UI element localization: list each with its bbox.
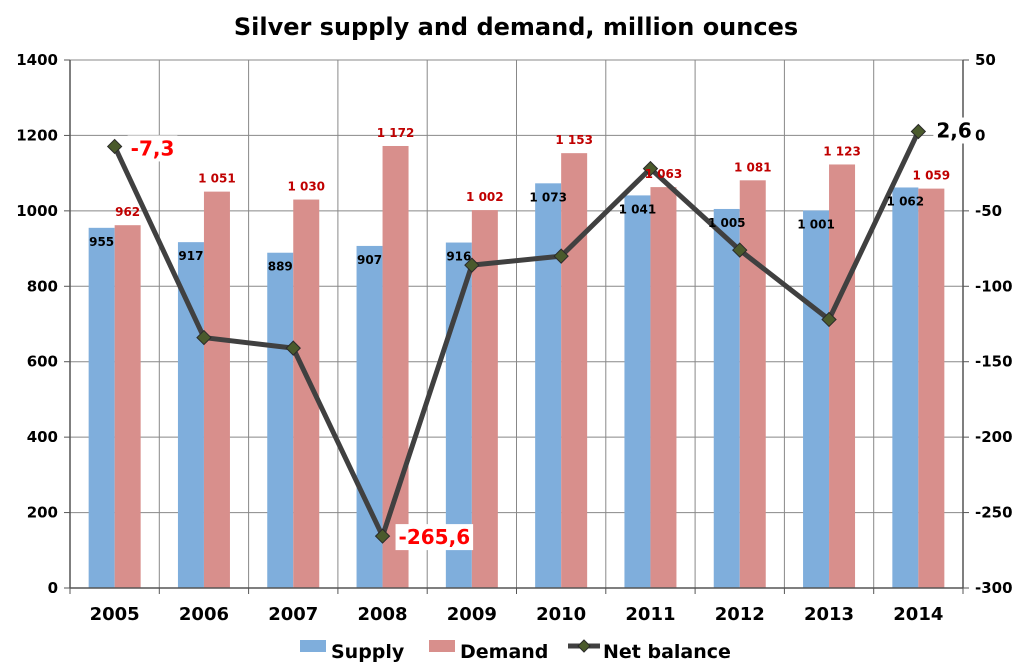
data-labels: 955 962 917 1 051 889 1 030 907 1 172 916 1 002 1 … [89, 117, 975, 551]
supply-value-label: 955 [89, 235, 114, 249]
legend-swatch-net-marker [577, 639, 591, 653]
supply-value-label: 1 005 [708, 216, 746, 230]
demand-value-label: 962 [115, 205, 140, 219]
supply-value-label: 1 041 [619, 202, 657, 216]
supply-bar [803, 210, 830, 589]
net-balance-marker [642, 160, 659, 177]
demand-value-label: 1 153 [555, 133, 593, 147]
supply-value-label: 917 [178, 249, 203, 263]
x-tick-label: 2005 [90, 604, 140, 625]
x-tick-label: 2006 [179, 604, 229, 625]
y-left-tick-label: 1400 [16, 51, 58, 69]
net-balance-marker [553, 248, 569, 264]
x-tick-label: 2012 [715, 604, 765, 625]
net-balance-marker [374, 528, 391, 544]
y-left-tick-label: 1000 [16, 202, 58, 220]
net-balance-value-label: -265,6 [399, 525, 471, 549]
chart-title: Silver supply and demand, million ounces [234, 13, 798, 41]
y-right-tick-label: -300 [975, 579, 1013, 597]
y-left-tick-label: 0 [48, 579, 58, 597]
x-tick-label: 2014 [893, 604, 943, 625]
y-left-tick-label: 600 [27, 353, 58, 371]
gridlines [70, 59, 963, 588]
legend-label-supply: Supply [331, 641, 405, 663]
net-balance-marker [285, 340, 301, 356]
net-balance-marker [821, 311, 837, 328]
demand-bar [471, 210, 498, 589]
net-balance-marker [910, 123, 927, 140]
demand-bar [739, 180, 766, 588]
demand-bar [114, 225, 141, 588]
legend-swatch-demand [429, 640, 455, 652]
axes: 0 200 400 600 800 1000 1200 1400 -300 -250 -200 -15… [16, 51, 1012, 625]
demand-value-label: 1 063 [645, 167, 683, 181]
net-balance-marker [196, 329, 212, 346]
demand-bar [561, 153, 588, 588]
net-balance-line [106, 123, 927, 544]
net-balance-label-background [395, 524, 474, 551]
y-right-tick-label: -100 [975, 277, 1013, 295]
legend-swatch-supply [300, 640, 326, 652]
supply-bar [713, 208, 740, 588]
x-tick-label: 2013 [804, 604, 854, 625]
supply-bar [267, 252, 294, 588]
demand-value-label: 1 172 [377, 126, 415, 140]
x-tick-label: 2011 [625, 604, 675, 625]
supply-bar [624, 195, 651, 588]
net-balance-marker [732, 242, 748, 258]
supply-bar [892, 187, 919, 588]
net-balance-value-label: -7,3 [131, 136, 175, 160]
demand-bar [829, 164, 856, 588]
net-balance-marker [464, 257, 480, 273]
demand-value-label: 1 002 [466, 190, 504, 204]
y-right-tick-label: 50 [975, 51, 996, 69]
bars [88, 145, 945, 589]
y-right-tick-label: -50 [975, 202, 1002, 220]
demand-bar [203, 191, 230, 588]
y-left-tick-label: 400 [27, 428, 58, 446]
demand-value-label: 1 030 [287, 180, 325, 194]
supply-bar [177, 242, 204, 588]
x-tick-label: 2009 [447, 604, 497, 625]
net-balance-value-label: 2,6 [936, 119, 971, 143]
y-left-tick-label: 1200 [16, 126, 58, 144]
supply-value-label: 916 [446, 250, 471, 264]
supply-value-label: 889 [268, 260, 293, 274]
supply-value-label: 1 073 [529, 190, 567, 204]
supply-value-label: 1 062 [887, 194, 925, 208]
legend-label-demand: Demand [460, 641, 548, 663]
supply-bar [535, 183, 562, 588]
supply-bar [88, 227, 115, 589]
supply-value-label: 907 [357, 253, 382, 267]
legend-label-net-balance: Net balance [603, 641, 731, 663]
x-tick-label: 2010 [536, 604, 586, 625]
demand-value-label: 1 051 [198, 172, 236, 186]
x-tick-label: 2007 [268, 604, 318, 625]
y-right-tick-label: -200 [975, 428, 1013, 446]
legend: Supply Demand Net balance [300, 639, 731, 663]
demand-value-label: 1 059 [913, 169, 951, 183]
net-balance-label-background [127, 135, 178, 162]
demand-bar [918, 188, 945, 588]
demand-bar [650, 187, 677, 588]
demand-value-label: 1 081 [734, 160, 772, 174]
net-balance-marker [106, 138, 123, 155]
y-left-tick-label: 200 [27, 504, 58, 522]
x-tick-label: 2008 [357, 604, 407, 625]
y-right-tick-label: -250 [975, 504, 1013, 522]
demand-value-label: 1 123 [823, 144, 861, 158]
y-right-tick-label: -150 [975, 353, 1013, 371]
net-balance-polyline [112, 130, 921, 539]
y-left-tick-label: 800 [27, 277, 58, 295]
demand-bar [382, 145, 409, 588]
net-balance-label-background [933, 117, 975, 144]
y-right-tick-label: 0 [975, 126, 985, 144]
supply-value-label: 1 001 [797, 217, 835, 231]
